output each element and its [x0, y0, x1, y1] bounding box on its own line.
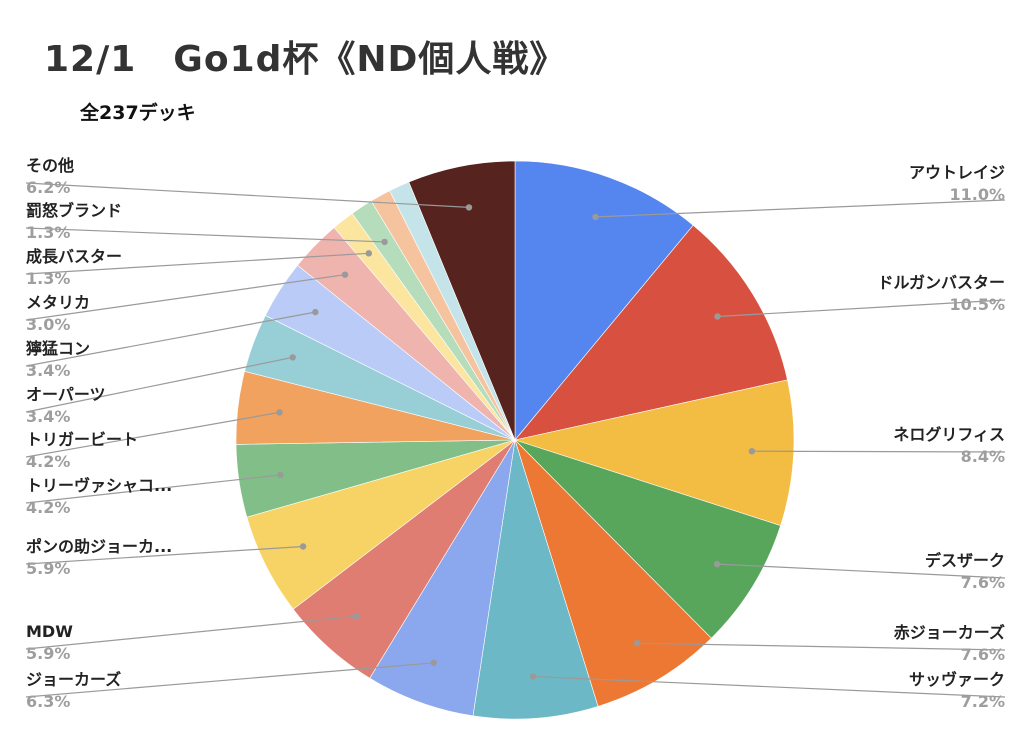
slice-label: デスザーク	[925, 551, 1005, 570]
slice-label: サッヴァーク	[909, 670, 1005, 689]
leader-dot	[465, 204, 473, 211]
leader-dot	[341, 271, 349, 278]
pie-slice	[408, 160, 516, 441]
slice-label: その他	[26, 156, 74, 175]
leader-dot	[714, 313, 721, 320]
leader-line	[25, 545, 304, 565]
chart-title: 12/1 Go1d杯《ND個人戦》	[44, 39, 567, 80]
leader-line	[25, 182, 470, 208]
slice-percent: 3.0%	[26, 315, 70, 334]
leader-line	[717, 299, 1006, 318]
leader-line	[25, 252, 369, 275]
leader-dot	[529, 673, 537, 680]
slice-label: 赤ジョーカーズ	[894, 623, 1005, 642]
pie-slice	[472, 439, 599, 720]
leader-dot	[713, 560, 721, 568]
slice-label: ポンの助ジョーカ...	[26, 537, 172, 556]
leader-dot	[312, 308, 319, 316]
leader-dot	[430, 659, 437, 666]
leader-line	[25, 411, 280, 458]
pie-slice	[514, 224, 788, 441]
leader-dot	[276, 409, 283, 416]
pie-slice	[514, 160, 694, 441]
slice-percent: 7.2%	[961, 692, 1005, 711]
leader-dot	[365, 250, 372, 257]
leader-dot	[748, 448, 756, 455]
slice-label: アウトレイジ	[909, 163, 1005, 182]
slice-label: 獰猛コン	[26, 339, 90, 358]
slice-percent: 4.2%	[26, 498, 70, 517]
slice-percent: 8.4%	[961, 447, 1005, 466]
leader-dot	[381, 238, 388, 246]
slice-percent: 5.9%	[26, 559, 70, 578]
slice-percent: 7.6%	[961, 573, 1005, 592]
pie-labels: アウトレイジ 11.0% ドルガンバスター 10.5% ネログリフィス 8.4% デスザーク…	[26, 156, 1005, 711]
slice-percent: 3.4%	[26, 361, 70, 380]
pie-slice	[513, 379, 795, 526]
leader-line	[25, 227, 385, 243]
leader-dot	[277, 471, 284, 479]
leader-line	[25, 474, 281, 504]
slice-percent: 10.5%	[949, 295, 1005, 314]
slice-label: メタリカ	[26, 293, 90, 312]
leader-line	[25, 311, 316, 367]
slice-percent: 1.3%	[26, 269, 70, 288]
leader-dot	[592, 213, 599, 221]
leader-line	[751, 450, 1006, 453]
slice-label: トリガービート	[26, 430, 138, 449]
pie-slices	[235, 160, 795, 720]
leader-line	[25, 662, 434, 698]
chart-subtitle: 全237デッキ	[80, 102, 196, 124]
leader-line	[595, 199, 1006, 218]
pie-slice	[514, 439, 781, 639]
slice-percent: 1.3%	[26, 223, 70, 242]
leader-dot	[289, 354, 296, 361]
leader-dot	[353, 613, 360, 620]
slice-label: ドルガンバスター	[877, 273, 1005, 292]
slice-label: 罰怒ブランド	[26, 201, 122, 220]
slice-label: トリーヴァシャコ...	[26, 476, 172, 495]
pie-slice	[514, 439, 712, 707]
leader-line	[25, 356, 293, 413]
slice-percent: 4.2%	[26, 452, 70, 471]
slice-percent: 7.6%	[961, 645, 1005, 664]
slice-percent: 6.2%	[26, 178, 70, 197]
leader-line	[25, 615, 357, 650]
leader-line	[717, 563, 1006, 579]
slice-percent: 3.4%	[26, 407, 70, 426]
slice-label: 成長バスター	[26, 247, 122, 266]
slice-label: ネログリフィス	[893, 425, 1005, 444]
pie-leader-lines	[25, 182, 1006, 698]
leader-line	[25, 274, 346, 321]
leader-line	[637, 642, 1006, 651]
slice-label: MDW	[26, 622, 73, 641]
slice-percent: 5.9%	[26, 644, 70, 663]
leader-dot	[299, 543, 307, 550]
slice-percent: 11.0%	[949, 185, 1005, 204]
slice-percent: 6.3%	[26, 692, 70, 711]
leader-dot	[634, 640, 641, 647]
slice-label: ジョーカーズ	[26, 670, 121, 689]
slice-label: オーパーツ	[26, 385, 106, 404]
leader-line	[532, 675, 1006, 698]
